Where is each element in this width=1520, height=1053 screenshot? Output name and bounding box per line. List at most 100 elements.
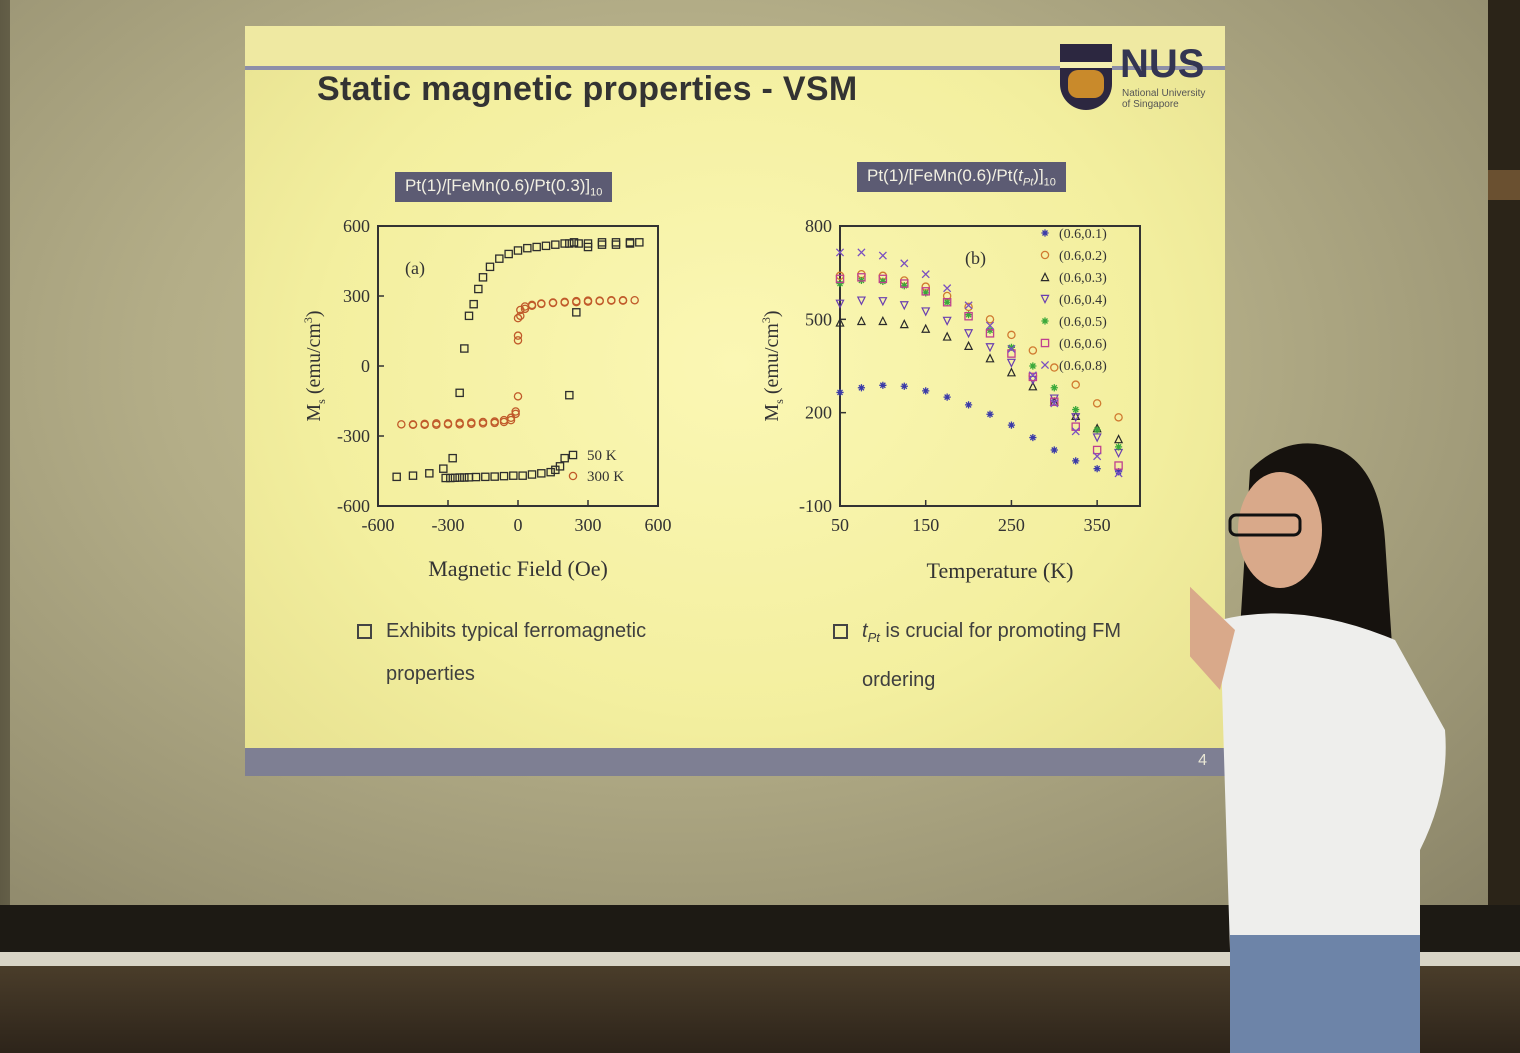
data-point bbox=[597, 240, 607, 249]
chart-b-frame bbox=[839, 225, 1141, 507]
data-point bbox=[574, 239, 583, 248]
data-point bbox=[1050, 384, 1058, 392]
data-point bbox=[392, 472, 401, 482]
data-point bbox=[560, 298, 569, 307]
data-point bbox=[464, 311, 474, 321]
legend-marker bbox=[1040, 360, 1050, 370]
presenter-glasses bbox=[1228, 513, 1302, 537]
data-point bbox=[455, 473, 464, 482]
data-point bbox=[527, 301, 537, 311]
presenter-arm bbox=[1190, 586, 1235, 690]
data-point bbox=[921, 287, 930, 296]
data-point bbox=[1092, 433, 1102, 443]
data-point bbox=[1007, 421, 1016, 429]
data-point bbox=[1092, 399, 1102, 408]
data-point bbox=[485, 262, 495, 272]
data-point bbox=[921, 307, 931, 317]
legend-marker bbox=[1040, 294, 1050, 304]
data-point bbox=[1028, 346, 1038, 355]
data-point bbox=[565, 239, 574, 248]
data-point bbox=[1093, 465, 1101, 473]
slide-page-number: 4 bbox=[1198, 752, 1207, 769]
data-point bbox=[467, 419, 476, 429]
data-point bbox=[1007, 349, 1016, 358]
data-point bbox=[964, 301, 973, 310]
data-point bbox=[572, 308, 581, 317]
legend-entry: (0.6,0.1) bbox=[1059, 227, 1107, 242]
data-point bbox=[630, 295, 639, 305]
data-point bbox=[618, 296, 628, 305]
data-point bbox=[481, 472, 490, 482]
crest-icon bbox=[1060, 44, 1112, 110]
data-point bbox=[835, 317, 845, 327]
data-point bbox=[900, 259, 909, 268]
data-point bbox=[1050, 446, 1058, 454]
data-point bbox=[607, 296, 616, 305]
y-tick-label: -300 bbox=[337, 426, 370, 446]
data-point bbox=[857, 384, 866, 392]
data-point bbox=[836, 388, 844, 397]
data-point bbox=[611, 240, 621, 249]
logo-word: NUS bbox=[1120, 42, 1205, 86]
legend-entry: (0.6,0.5) bbox=[1059, 315, 1107, 330]
x-tick-label: 300 bbox=[575, 515, 602, 535]
legend-entry: 300 K bbox=[587, 469, 624, 485]
data-point bbox=[548, 298, 558, 308]
data-point bbox=[964, 311, 973, 321]
data-point bbox=[478, 273, 488, 282]
data-point bbox=[900, 279, 909, 288]
x-tick-label: 600 bbox=[645, 515, 672, 535]
data-point bbox=[518, 471, 527, 480]
nus-logo: NUS National University of Singapore bbox=[1060, 42, 1215, 122]
data-point bbox=[597, 238, 607, 247]
wood-trim bbox=[1488, 170, 1520, 200]
y-tick-label: 800 bbox=[805, 216, 832, 236]
data-point bbox=[527, 470, 537, 479]
data-point bbox=[922, 387, 930, 395]
data-point bbox=[446, 473, 455, 483]
chart-a-hysteresis: (a) -600 -300 0 300 600 600 300 0 -300 -600 50 K 3… bbox=[301, 216, 672, 581]
data-point bbox=[511, 407, 520, 416]
data-point bbox=[835, 299, 845, 309]
data-point bbox=[513, 313, 523, 323]
data-point bbox=[878, 315, 888, 326]
data-point bbox=[572, 297, 581, 307]
chart-a-xlabel: Magnetic Field (Oe) bbox=[428, 556, 608, 581]
data-point bbox=[560, 239, 569, 248]
data-point bbox=[513, 336, 523, 345]
data-point bbox=[964, 401, 973, 409]
data-point bbox=[546, 467, 555, 477]
data-point bbox=[1071, 380, 1080, 389]
x-tick-label: 50 bbox=[831, 515, 849, 535]
y-tick-label: 500 bbox=[805, 309, 832, 329]
data-point bbox=[504, 249, 513, 259]
data-point bbox=[1006, 367, 1016, 377]
wall-panel bbox=[1488, 0, 1520, 952]
legend-marker bbox=[568, 471, 578, 481]
data-point bbox=[625, 239, 635, 248]
data-point bbox=[450, 473, 460, 483]
bullet-box-icon bbox=[833, 624, 848, 640]
data-point bbox=[439, 464, 448, 473]
x-tick-label: 0 bbox=[514, 515, 523, 535]
data-point bbox=[1050, 397, 1059, 407]
presenter bbox=[1190, 443, 1446, 1053]
data-point bbox=[835, 248, 845, 257]
presenter-face bbox=[1238, 472, 1322, 588]
data-point bbox=[835, 274, 845, 284]
slide-title: Static magnetic properties - VSM bbox=[317, 70, 858, 108]
chart-b-xlabel: Temperature (K) bbox=[927, 558, 1074, 583]
data-point bbox=[1007, 330, 1016, 340]
chart-a-panel-label: (a) bbox=[405, 258, 425, 279]
data-point bbox=[513, 246, 523, 255]
data-point bbox=[1093, 452, 1102, 461]
y-tick-label: 600 bbox=[343, 216, 370, 236]
data-point bbox=[985, 321, 995, 330]
data-point bbox=[478, 419, 488, 428]
data-point bbox=[1071, 427, 1080, 436]
data-point bbox=[513, 392, 523, 401]
data-point bbox=[986, 410, 994, 418]
data-point bbox=[1071, 422, 1080, 431]
data-point bbox=[942, 331, 952, 341]
legend-marker bbox=[568, 450, 578, 460]
